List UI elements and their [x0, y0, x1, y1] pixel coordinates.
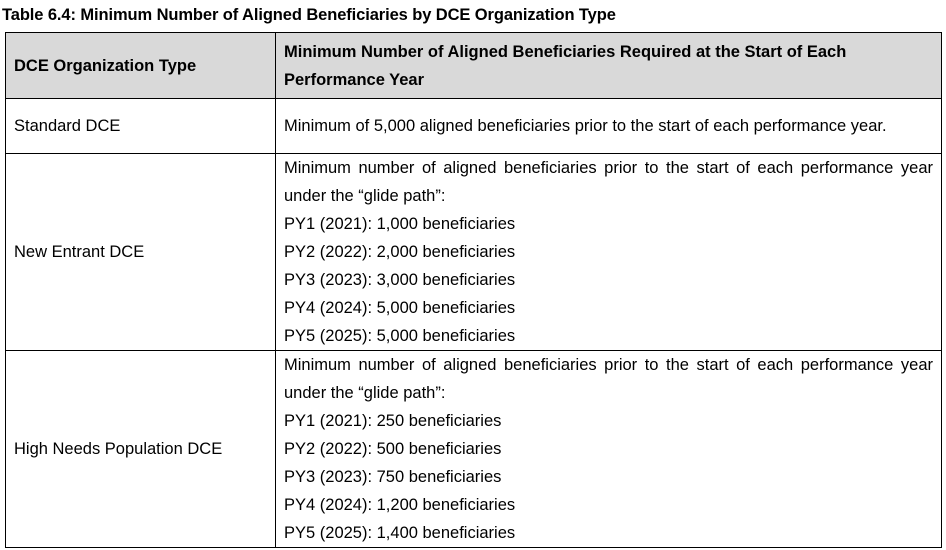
- glide-path-item: PY5 (2025): 5,000 beneficiaries: [284, 327, 516, 345]
- organization-type-cell: New Entrant DCE: [5, 153, 276, 351]
- requirement-text: Minimum number of aligned beneficiaries …: [284, 159, 933, 205]
- requirement-text: Minimum number of aligned beneficiaries …: [284, 356, 933, 402]
- glide-path-item: PY4 (2024): 5,000 beneficiaries: [284, 299, 516, 317]
- requirement-cell: Minimum number of aligned beneficiaries …: [275, 153, 942, 351]
- table-row: High Needs Population DCE Minimum number…: [5, 350, 942, 548]
- glide-path-item: PY5 (2025): 1,400 beneficiaries: [284, 524, 516, 542]
- glide-path-item: PY3 (2023): 3,000 beneficiaries: [284, 271, 516, 289]
- glide-path-item: PY1 (2021): 250 beneficiaries: [284, 412, 502, 430]
- organization-type-cell: High Needs Population DCE: [5, 350, 276, 548]
- table-row: New Entrant DCE Minimum number of aligne…: [5, 153, 942, 351]
- requirement-cell: Minimum of 5,000 aligned beneficiaries p…: [275, 98, 942, 154]
- table-caption: Table 6.4: Minimum Number of Aligned Ben…: [2, 6, 616, 24]
- header-minimum-beneficiaries: Minimum Number of Aligned Beneficiaries …: [275, 32, 942, 99]
- table-header-row: DCE Organization Type Minimum Number of …: [5, 32, 942, 99]
- table-row: Standard DCE Minimum of 5,000 aligned be…: [5, 98, 942, 154]
- header-organization-type: DCE Organization Type: [5, 32, 276, 99]
- glide-path-item: PY1 (2021): 1,000 beneficiaries: [284, 215, 516, 233]
- glide-path-item: PY2 (2022): 500 beneficiaries: [284, 440, 502, 458]
- glide-path-item: PY3 (2023): 750 beneficiaries: [284, 468, 502, 486]
- requirement-cell: Minimum number of aligned beneficiaries …: [275, 350, 942, 548]
- glide-path-item: PY4 (2024): 1,200 beneficiaries: [284, 496, 516, 514]
- glide-path-item: PY2 (2022): 2,000 beneficiaries: [284, 243, 516, 261]
- dce-organization-table: DCE Organization Type Minimum Number of …: [5, 32, 942, 548]
- organization-type-cell: Standard DCE: [5, 98, 276, 154]
- requirement-text: Minimum of 5,000 aligned beneficiaries p…: [284, 117, 887, 135]
